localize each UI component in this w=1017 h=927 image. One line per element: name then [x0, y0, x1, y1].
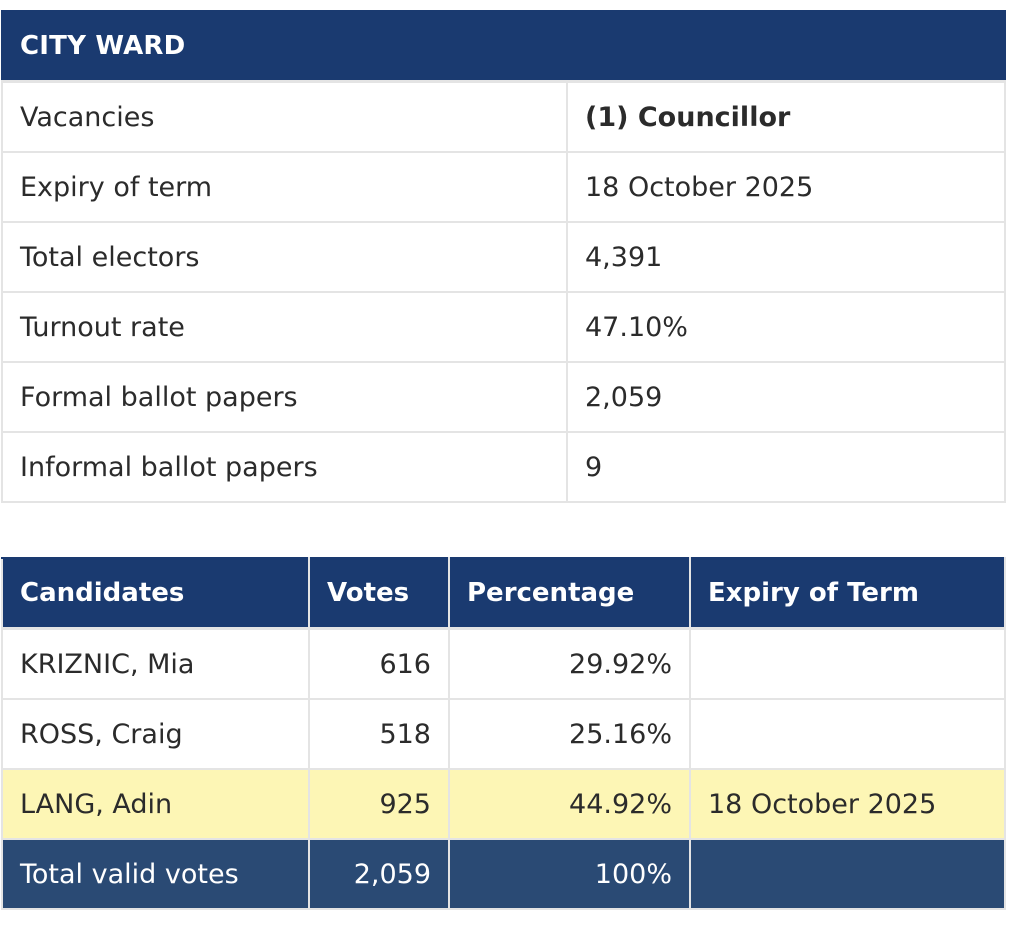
summary-label: Expiry of term	[1, 151, 568, 223]
total-votes: 2,059	[308, 838, 450, 910]
summary-row-turnout: Turnout rate 47.10%	[1, 291, 1006, 363]
column-header-percentage: Percentage	[448, 557, 691, 630]
summary-label: Vacancies	[1, 80, 568, 153]
summary-value: 4,391	[566, 221, 1006, 293]
candidate-name: LANG, Adin	[1, 768, 310, 840]
summary-label: Informal ballot papers	[1, 431, 568, 503]
candidate-percentage: 44.92%	[448, 768, 691, 840]
candidate-expiry	[689, 698, 1006, 770]
summary-value: 18 October 2025	[566, 151, 1006, 223]
summary-value: 47.10%	[566, 291, 1006, 363]
summary-row-formal: Formal ballot papers 2,059	[1, 361, 1006, 433]
summary-row-electors: Total electors 4,391	[1, 221, 1006, 293]
column-header-expiry: Expiry of Term	[689, 557, 1006, 630]
summary-row-informal: Informal ballot papers 9	[1, 431, 1006, 503]
ward-summary-table: CITY WARD Vacancies (1) Councillor Expir…	[1, 10, 1006, 503]
summary-header-row: CITY WARD	[1, 10, 1006, 83]
summary-value: 9	[566, 431, 1006, 503]
elected-candidate-row: LANG, Adin 925 44.92% 18 October 2025	[1, 768, 1006, 840]
candidate-expiry	[689, 627, 1006, 700]
summary-row-expiry: Expiry of term 18 October 2025	[1, 151, 1006, 223]
candidate-votes: 616	[308, 627, 450, 700]
summary-label: Turnout rate	[1, 291, 568, 363]
ward-title: CITY WARD	[1, 10, 1006, 83]
candidate-expiry: 18 October 2025	[689, 768, 1006, 840]
total-row: Total valid votes 2,059 100%	[1, 838, 1006, 910]
total-expiry	[689, 838, 1006, 910]
column-header-votes: Votes	[308, 557, 450, 630]
candidate-name: ROSS, Craig	[1, 698, 310, 770]
candidate-votes: 925	[308, 768, 450, 840]
candidate-name: KRIZNIC, Mia	[1, 627, 310, 700]
candidate-row: ROSS, Craig 518 25.16%	[1, 698, 1006, 770]
summary-value: 2,059	[566, 361, 1006, 433]
summary-row-vacancies: Vacancies (1) Councillor	[1, 80, 1006, 153]
candidate-percentage: 25.16%	[448, 698, 691, 770]
candidate-results-table: Candidates Votes Percentage Expiry of Te…	[1, 557, 1006, 910]
summary-label: Total electors	[1, 221, 568, 293]
total-percentage: 100%	[448, 838, 691, 910]
candidate-votes: 518	[308, 698, 450, 770]
column-header-candidates: Candidates	[1, 557, 310, 630]
summary-label: Formal ballot papers	[1, 361, 568, 433]
results-header-row: Candidates Votes Percentage Expiry of Te…	[1, 557, 1006, 630]
summary-value: (1) Councillor	[566, 80, 1006, 153]
candidate-percentage: 29.92%	[448, 627, 691, 700]
total-label: Total valid votes	[1, 838, 310, 910]
candidate-row: KRIZNIC, Mia 616 29.92%	[1, 627, 1006, 700]
